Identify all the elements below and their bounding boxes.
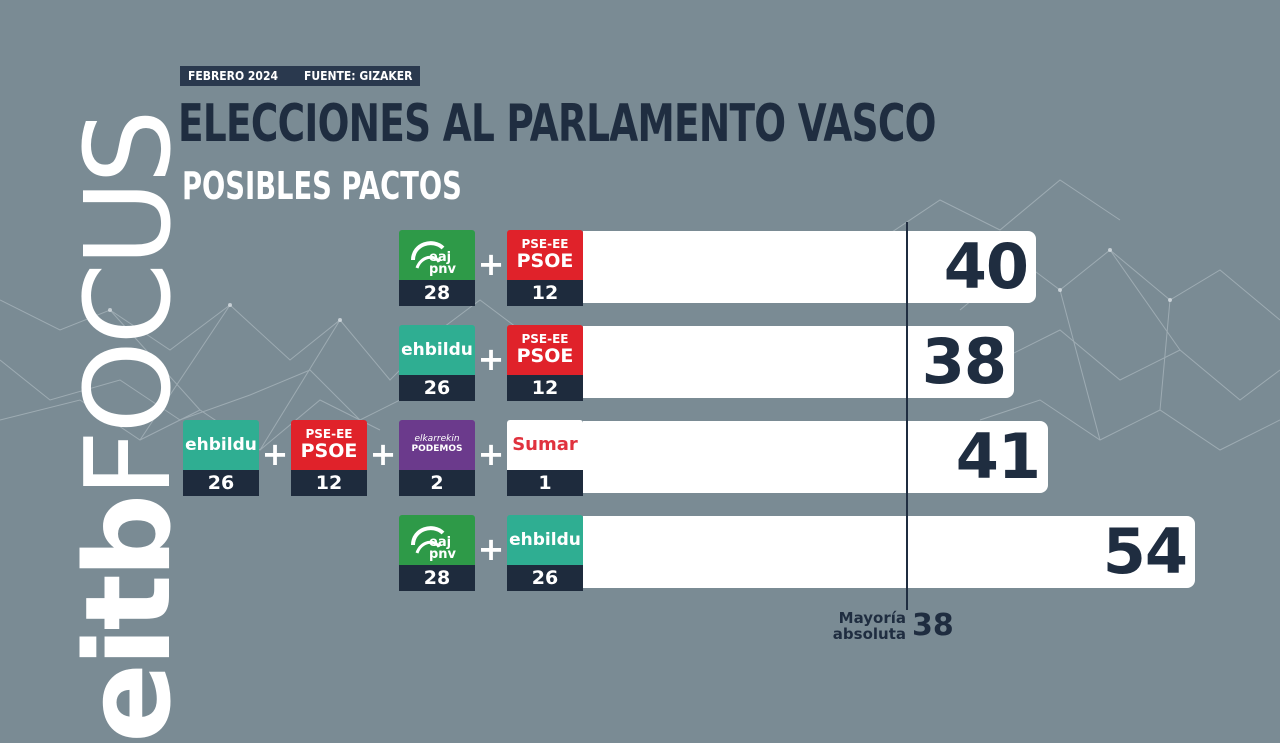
psoe-label-top: PSE-EE [521, 237, 569, 251]
psoe-logo: PSE-EE PSOE [291, 420, 367, 470]
pact-bar: 41 [583, 421, 1048, 493]
meta-date: FEBRERO 2024 [188, 69, 278, 83]
party-block-pnv: eaj pnv 28 [399, 515, 475, 591]
pnv-label: eaj pnv [429, 250, 457, 277]
party-block-psoe: PSE-EE PSOE 12 [291, 420, 367, 496]
pact-row: 40 eaj pnv 28 + PSE-EE PSOE 12 [0, 230, 1280, 306]
party-block-bildu: ehbildu 26 [183, 420, 259, 496]
seat-count: 1 [507, 470, 583, 496]
pact-bar: 54 [583, 516, 1195, 588]
plus-sign: + [261, 435, 289, 473]
majority-label-line2: absoluta [832, 625, 906, 643]
party-block-psoe: PSE-EE PSOE 12 [507, 230, 583, 306]
page-title: ELECCIONES AL PARLAMENTO VASCO [178, 94, 937, 154]
psoe-label-top: PSE-EE [521, 332, 569, 346]
pact-total-label: 41 [955, 420, 1041, 493]
party-block-podemos: elkarrekin PODEMOS 2 [399, 420, 475, 496]
pnv-logo: eaj pnv [399, 230, 475, 280]
sumar-label: Sumar [512, 434, 578, 455]
seat-count: 26 [183, 470, 259, 496]
party-block-bildu: ehbildu 26 [399, 325, 475, 401]
sumar-logo: Sumar [507, 420, 583, 470]
plus-sign: + [477, 245, 505, 283]
pact-total-label: 40 [943, 230, 1029, 303]
plus-sign: + [477, 435, 505, 473]
podemos-logo: elkarrekin PODEMOS [399, 420, 475, 470]
psoe-label-bottom: PSOE [300, 440, 358, 462]
majority-value: 38 [912, 608, 954, 643]
plus-sign: + [477, 530, 505, 568]
pnv-label-bottom: pnv [429, 262, 457, 277]
bildu-label: ehbildu [401, 340, 473, 360]
pnv-label-top: eaj [429, 250, 452, 265]
bildu-logo: ehbildu [399, 325, 475, 375]
psoe-label-bottom: PSOE [516, 250, 574, 272]
seat-count: 26 [399, 375, 475, 401]
pnv-swirl-icon [411, 241, 445, 269]
psoe-label-bottom: PSOE [516, 345, 574, 367]
page-subtitle: POSIBLES PACTOS [182, 164, 462, 208]
pnv-label: eaj pnv [429, 535, 457, 562]
pact-bar: 40 [583, 231, 1036, 303]
pnv-logo: eaj pnv [399, 515, 475, 565]
pnv-swirl-icon [411, 526, 445, 554]
party-block-bildu: ehbildu 26 [507, 515, 583, 591]
bildu-logo: ehbildu [507, 515, 583, 565]
pact-row: 41 ehbildu 26 + PSE-EE PSOE 12 + elkarrekin PODEM… [0, 420, 1280, 496]
seat-count: 12 [291, 470, 367, 496]
psoe-label-top: PSE-EE [305, 427, 353, 441]
pact-bar: 38 [583, 326, 1014, 398]
psoe-logo: PSE-EE PSOE [507, 325, 583, 375]
majority-label-line1: Mayoría [838, 609, 906, 627]
plus-sign: + [477, 340, 505, 378]
seat-count: 12 [507, 280, 583, 306]
pact-total-label: 38 [921, 325, 1007, 398]
majority-label: Mayoría absoluta [800, 610, 906, 642]
pact-row: 38 ehbildu 26 + PSE-EE PSOE 12 [0, 325, 1280, 401]
bildu-label: ehbildu [509, 530, 581, 550]
seat-count: 12 [507, 375, 583, 401]
bildu-logo: ehbildu [183, 420, 259, 470]
party-block-psoe: PSE-EE PSOE 12 [507, 325, 583, 401]
pact-total-label: 54 [1102, 515, 1188, 588]
party-block-sumar: Sumar 1 [507, 420, 583, 496]
podemos-label-top: elkarrekin [414, 434, 460, 444]
psoe-logo: PSE-EE PSOE [507, 230, 583, 280]
majority-line [906, 222, 908, 610]
background-network-lines [0, 179, 1280, 451]
seat-count: 28 [399, 565, 475, 591]
seat-count: 2 [399, 470, 475, 496]
plus-sign: + [369, 435, 397, 473]
meta-strip: FEBRERO 2024 FUENTE: GIZAKER [180, 66, 421, 86]
seat-count: 26 [507, 565, 583, 591]
meta-source: FUENTE: GIZAKER [303, 69, 413, 83]
pnv-label-top: eaj [429, 535, 452, 550]
pnv-label-bottom: pnv [429, 547, 457, 562]
party-block-pnv: eaj pnv 28 [399, 230, 475, 306]
bildu-label: ehbildu [185, 435, 257, 455]
pact-row: 54 eaj pnv 28 + ehbildu 26 [0, 515, 1280, 591]
seat-count: 28 [399, 280, 475, 306]
podemos-label-bottom: PODEMOS [411, 444, 463, 454]
